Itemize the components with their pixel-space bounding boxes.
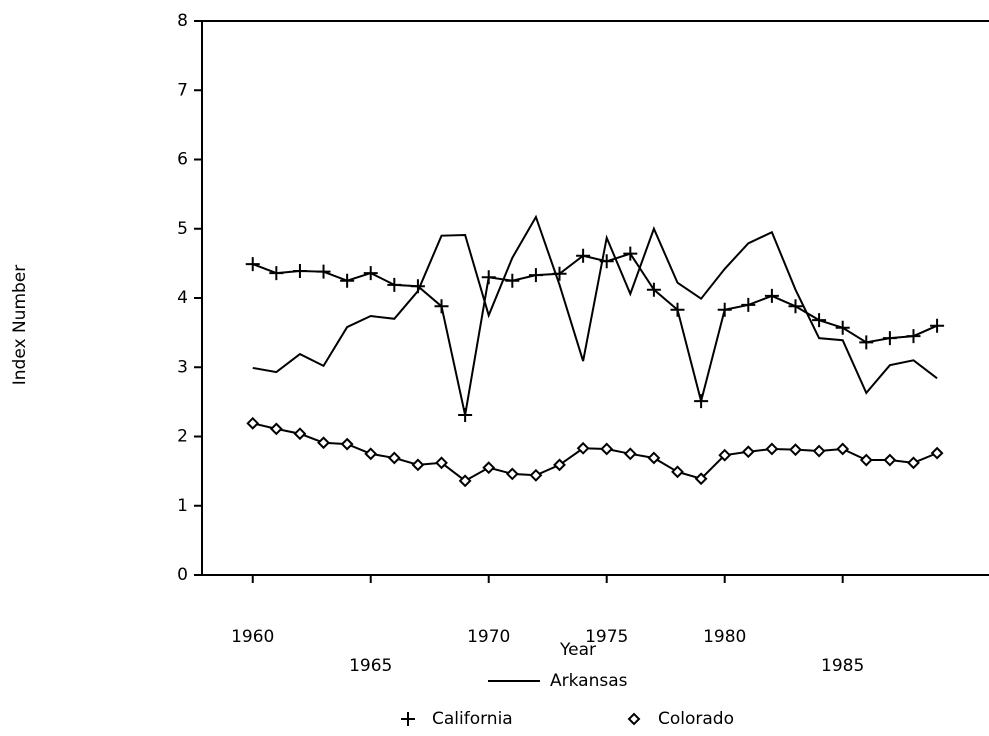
marker xyxy=(363,266,378,281)
marker xyxy=(859,453,873,467)
marker xyxy=(907,456,920,470)
y-tick-label: 3 xyxy=(177,357,188,377)
marker xyxy=(600,442,614,456)
marker xyxy=(788,299,803,314)
marker xyxy=(599,254,614,269)
x-tick-label: 1980 xyxy=(703,627,746,647)
series-line xyxy=(252,252,938,416)
y-tick-label: 5 xyxy=(177,219,188,239)
marker xyxy=(812,444,826,458)
marker xyxy=(481,270,496,285)
marker xyxy=(576,441,590,455)
x-tick-label: 1970 xyxy=(467,627,510,647)
y-tick-label: 2 xyxy=(177,427,188,447)
y-tick-label: 6 xyxy=(177,150,188,170)
x-axis-label: Year xyxy=(559,640,596,660)
marker xyxy=(576,248,591,263)
marker xyxy=(435,456,448,470)
marker xyxy=(835,320,850,335)
marker xyxy=(671,465,684,479)
legend-swatch xyxy=(627,712,641,726)
marker xyxy=(269,266,284,281)
marker xyxy=(505,273,520,288)
legend-swatch xyxy=(401,712,415,726)
marker xyxy=(387,277,402,292)
marker xyxy=(694,394,709,409)
y-tick-label: 4 xyxy=(177,288,188,308)
marker xyxy=(458,408,473,423)
marker xyxy=(269,422,283,436)
marker xyxy=(765,442,779,456)
marker xyxy=(317,436,330,450)
legend-label: California xyxy=(432,709,513,729)
y-tick-label: 1 xyxy=(177,496,188,516)
legend-label: Arkansas xyxy=(550,671,628,691)
marker xyxy=(246,416,260,430)
marker xyxy=(529,468,543,482)
series-line xyxy=(252,214,938,395)
marker xyxy=(717,302,732,317)
y-axis-label: Index Number xyxy=(10,265,30,386)
marker xyxy=(718,448,732,462)
marker xyxy=(741,445,755,459)
y-tick-label: 7 xyxy=(177,80,188,100)
marker xyxy=(836,442,850,456)
marker xyxy=(458,474,472,488)
marker xyxy=(694,472,708,486)
marker xyxy=(340,273,355,288)
marker xyxy=(316,264,331,279)
marker xyxy=(623,246,638,261)
marker xyxy=(623,447,637,461)
marker xyxy=(482,461,496,475)
marker xyxy=(789,443,802,457)
marker xyxy=(552,266,567,281)
marker xyxy=(528,268,543,283)
marker xyxy=(906,329,921,344)
marker xyxy=(387,451,401,465)
marker xyxy=(410,279,425,294)
marker xyxy=(883,453,897,467)
marker xyxy=(340,437,354,451)
marker xyxy=(364,447,378,461)
marker xyxy=(812,313,827,328)
x-tick-label: 1975 xyxy=(585,627,628,647)
marker xyxy=(411,458,425,472)
marker xyxy=(646,282,661,297)
marker xyxy=(670,302,685,317)
marker xyxy=(434,299,449,314)
marker xyxy=(292,263,307,278)
y-tick-label: 0 xyxy=(177,565,188,585)
marker xyxy=(245,257,260,272)
legend-label: Colorado xyxy=(658,709,734,729)
marker xyxy=(293,427,307,441)
series-line xyxy=(252,422,938,483)
marker xyxy=(764,288,779,303)
marker xyxy=(882,331,897,346)
marker xyxy=(930,446,944,460)
marker xyxy=(859,335,874,350)
marker xyxy=(553,458,566,472)
x-tick-label: 1985 xyxy=(821,656,864,676)
marker xyxy=(647,451,661,465)
marker xyxy=(505,467,519,481)
x-tick-label: 1960 xyxy=(231,627,274,647)
x-tick-label: 1965 xyxy=(349,656,392,676)
y-tick-label: 8 xyxy=(177,11,188,31)
marker xyxy=(741,297,756,312)
marker xyxy=(930,318,945,333)
